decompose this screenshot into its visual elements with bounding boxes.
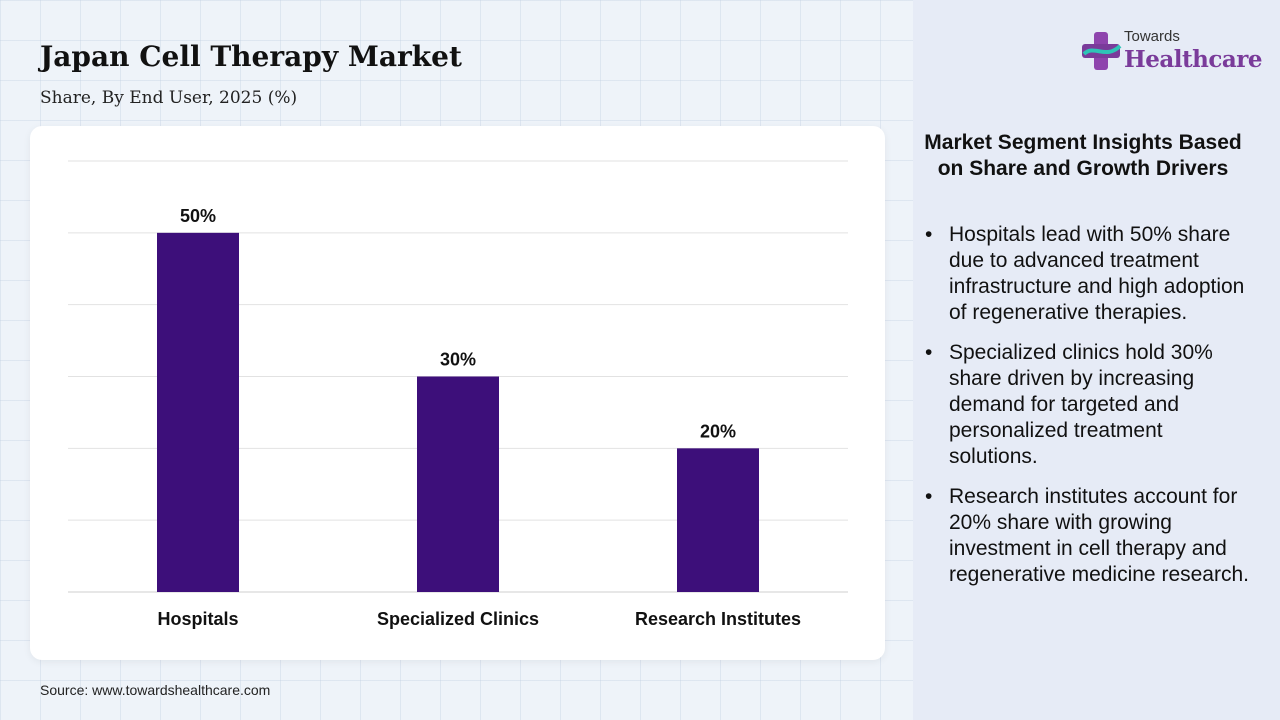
- logo-main-text: Healthcare: [1124, 46, 1263, 73]
- data-label: 50%: [180, 206, 216, 226]
- bar-research-institutes: [677, 448, 759, 592]
- medical-cross-icon: [1082, 32, 1122, 70]
- brand-logo: Towards Healthcare: [1080, 26, 1263, 80]
- category-label: Research Institutes: [635, 609, 801, 629]
- chart-card: 50% Hospitals 30% Specialized Clinics 20% Res…: [30, 126, 885, 660]
- data-label: 30%: [440, 350, 476, 370]
- bar-chart: 50% Hospitals 30% Specialized Clinics 20% Res…: [68, 160, 848, 629]
- source-note: Source: www.towardshealthcare.com: [40, 682, 271, 698]
- bar-hospitals: [157, 232, 239, 592]
- insights-title: Market Segment Insights Based on Share a…: [924, 131, 1242, 180]
- logo-top-text: Towards: [1124, 28, 1180, 45]
- chart-subtitle: Share, By End User, 2025 (%): [40, 88, 298, 108]
- insight-item: Hospitals lead with 50% share due to adv…: [923, 222, 1253, 326]
- chart-title: Japan Cell Therapy Market: [40, 40, 462, 73]
- category-label: Hospitals: [157, 609, 238, 629]
- bar-specialized-clinics: [417, 376, 499, 592]
- insight-item: Research institutes account for 20% shar…: [923, 484, 1253, 588]
- insights-list: Hospitals lead with 50% share due to adv…: [923, 222, 1253, 602]
- insight-item: Specialized clinics hold 30% share drive…: [923, 340, 1253, 470]
- data-label: 20%: [700, 421, 736, 441]
- category-label: Specialized Clinics: [377, 609, 539, 629]
